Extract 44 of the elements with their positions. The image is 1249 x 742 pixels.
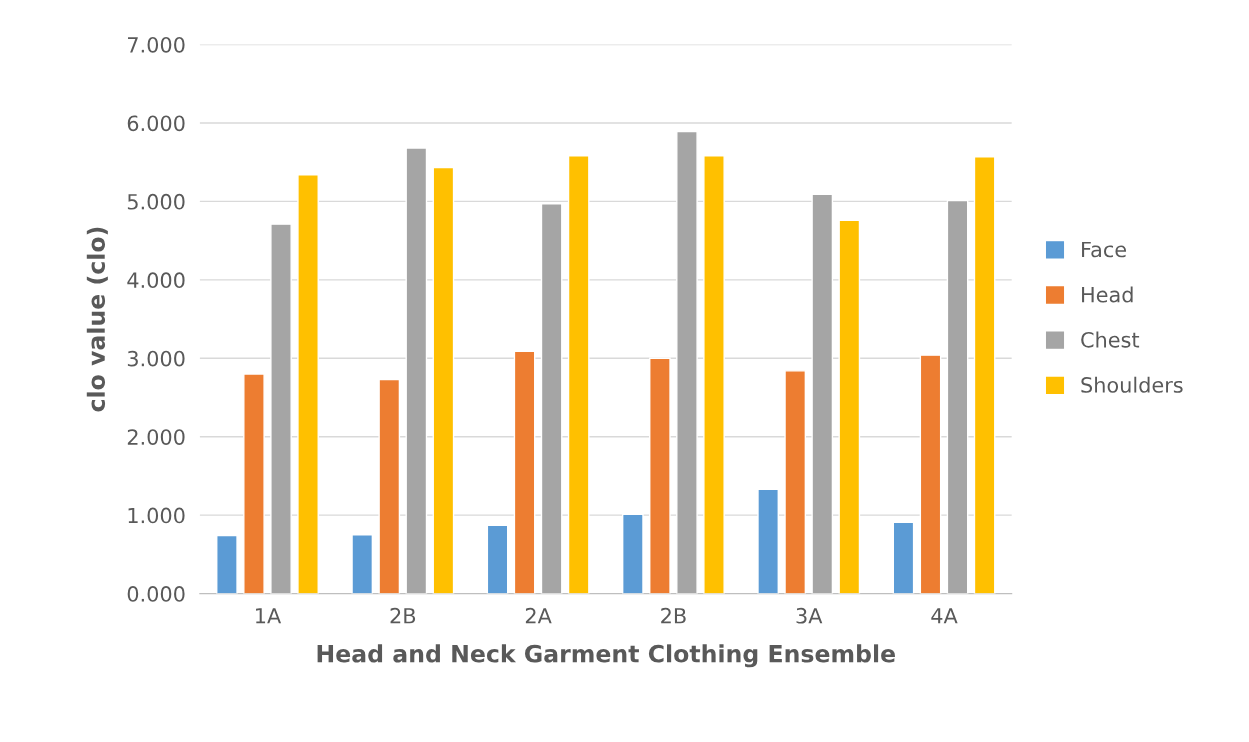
y-axis-title: clo value (clo) [86,227,108,412]
bar [513,350,536,594]
bar [649,357,671,594]
bar [405,147,428,594]
x-tick-label: 2B [390,607,416,624]
bar [486,524,509,594]
bar [919,354,942,594]
bar [703,155,725,594]
legend-label: Shoulders [1081,376,1183,393]
bar [378,378,401,594]
legend-label: Chest [1081,331,1140,348]
bar [351,534,374,594]
legend-label: Face [1082,241,1127,258]
bar [838,219,861,594]
bar [297,174,319,594]
bar [973,155,996,594]
y-tick-label: 0.000 [127,586,185,602]
bar [216,534,238,594]
bar [892,521,915,594]
y-tick-label: 2.000 [127,429,185,445]
y-tick-label: 4.000 [127,272,185,289]
bar [432,166,455,594]
y-tick-label: 7.000 [128,36,185,53]
bar [676,130,698,594]
bar [946,199,969,594]
bar [784,370,807,594]
bar [757,488,779,594]
x-tick-label: 2B [661,607,686,624]
y-tick-label: 6.000 [127,115,185,132]
bar [270,223,292,594]
x-tick-label: 4A [931,608,958,624]
y-tick-label: 3.000 [127,350,185,367]
x-tick-label: 3A [796,607,823,624]
bar [243,373,265,594]
x-tick-label: 1A [256,608,282,624]
x-axis-title: Head and Neck Garment Clothing Ensemble [317,644,895,668]
bar [567,155,590,594]
bar [811,193,834,594]
legend-label: Head [1082,286,1133,303]
bar [621,513,644,594]
y-tick-label: 1.000 [128,507,185,524]
y-tick-label: 5.000 [127,193,185,210]
bar [540,203,563,594]
x-tick-label: 2A [525,607,552,624]
